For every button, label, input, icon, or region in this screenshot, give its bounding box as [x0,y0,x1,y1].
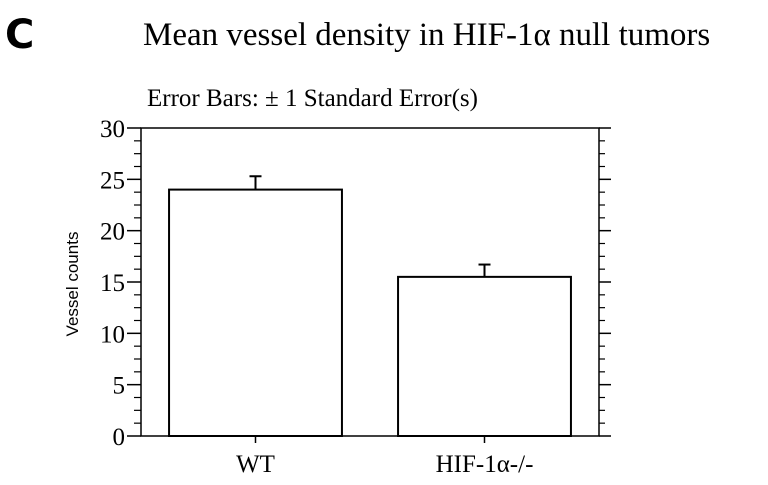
y-axis-label: Vessel counts [63,232,82,337]
chart-subtitle: Error Bars: ± 1 Standard Error(s) [147,85,478,112]
y-tick-label: 30 [100,116,125,143]
panel-label: C [5,12,34,58]
x-tick-label: WT [236,451,275,478]
y-tick-label: 5 [113,373,126,400]
y-tick-label: 25 [100,167,125,194]
y-tick-label: 0 [113,424,126,451]
bars: WT HIF-1α-/- [168,175,572,478]
y-tick-label: 10 [100,321,125,348]
bar-1 [397,275,572,437]
y-axis: 0 5 10 15 20 25 30 [100,116,611,451]
y-tick-label: 15 [100,270,125,297]
bar-0 [168,188,343,437]
x-tick-label: HIF-1α-/- [436,451,534,478]
y-tick-label: 20 [100,219,125,246]
chart-title: Mean vessel density in HIF-1α null tumor… [143,17,710,53]
